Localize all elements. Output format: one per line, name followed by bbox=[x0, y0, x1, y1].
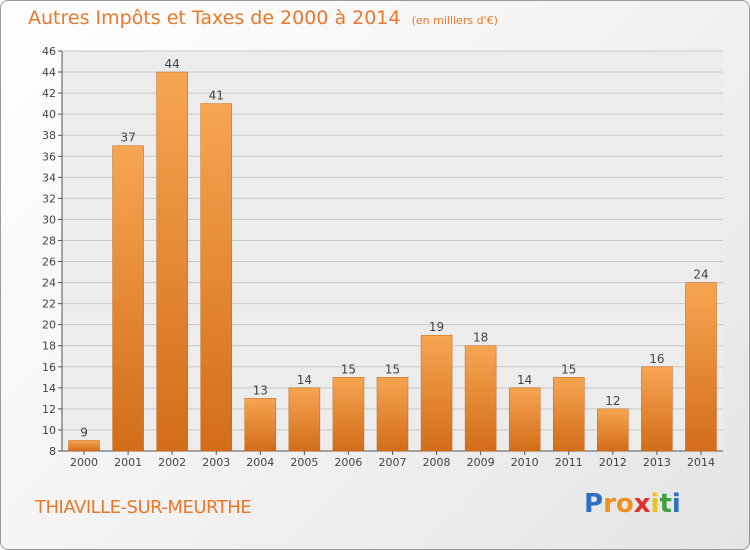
x-tick-label: 2009 bbox=[467, 456, 495, 469]
x-tick-label: 2001 bbox=[114, 456, 142, 469]
logo-letter: i bbox=[650, 489, 660, 519]
y-tick-label: 34 bbox=[42, 171, 56, 184]
x-tick-label: 2003 bbox=[202, 456, 230, 469]
y-tick-label: 8 bbox=[49, 445, 56, 458]
bar bbox=[420, 334, 453, 452]
y-tick-label: 18 bbox=[42, 340, 56, 353]
x-tick-label: 2002 bbox=[158, 456, 186, 469]
bar-value-label: 15 bbox=[385, 362, 400, 376]
bar-value-label: 41 bbox=[209, 89, 224, 103]
y-tick-label: 14 bbox=[42, 382, 56, 395]
y-tick-label: 40 bbox=[42, 108, 56, 121]
y-tick-label: 22 bbox=[42, 298, 56, 311]
bar bbox=[508, 387, 541, 452]
bar bbox=[597, 408, 629, 452]
bar bbox=[244, 398, 277, 452]
y-tick-label: 26 bbox=[42, 256, 56, 269]
y-tick-label: 38 bbox=[42, 129, 56, 142]
bar-value-label: 14 bbox=[517, 373, 532, 387]
y-tick-label: 20 bbox=[42, 319, 56, 332]
bar bbox=[464, 345, 497, 452]
x-tick-label: 2014 bbox=[687, 456, 715, 469]
x-tick-label: 2008 bbox=[423, 456, 451, 469]
bar bbox=[376, 377, 409, 452]
y-tick-label: 16 bbox=[42, 361, 56, 374]
title-row: Autres Impôts et Taxes de 2000 à 2014 (e… bbox=[28, 7, 498, 29]
bar-value-label: 37 bbox=[120, 131, 135, 145]
chart-title: Autres Impôts et Taxes de 2000 à 2014 bbox=[28, 7, 401, 29]
bar-value-label: 44 bbox=[165, 57, 180, 71]
bar bbox=[200, 103, 232, 452]
x-tick-label: 2010 bbox=[511, 456, 539, 469]
y-tick-label: 44 bbox=[42, 66, 56, 79]
chart-subtitle: (en milliers d'€) bbox=[411, 14, 498, 27]
bar-value-label: 24 bbox=[693, 268, 708, 282]
y-tick-label: 46 bbox=[42, 45, 56, 58]
y-tick-label: 30 bbox=[42, 213, 56, 226]
logo-letter: o bbox=[615, 489, 634, 519]
logo-letter: x bbox=[633, 489, 651, 519]
x-tick-label: 2006 bbox=[334, 456, 362, 469]
bar bbox=[332, 377, 365, 452]
bar-value-label: 9 bbox=[80, 425, 88, 439]
logo-letter: r bbox=[603, 489, 616, 519]
bar-value-label: 18 bbox=[473, 331, 488, 345]
x-tick-label: 2000 bbox=[70, 456, 98, 469]
y-tick-label: 10 bbox=[42, 424, 56, 437]
bar bbox=[553, 377, 585, 452]
logo-letter: i bbox=[671, 489, 681, 519]
bar-value-label: 16 bbox=[649, 352, 664, 366]
bar-value-label: 14 bbox=[297, 373, 312, 387]
y-tick-label: 12 bbox=[42, 403, 56, 416]
bar bbox=[288, 387, 321, 452]
proxiti-logo: Proxiti bbox=[584, 489, 681, 519]
x-tick-label: 2013 bbox=[643, 456, 671, 469]
bar bbox=[112, 145, 144, 452]
y-tick-label: 24 bbox=[42, 277, 56, 290]
logo-letter: t bbox=[659, 489, 672, 519]
x-tick-label: 2007 bbox=[379, 456, 407, 469]
bar bbox=[685, 282, 717, 452]
x-tick-label: 2011 bbox=[555, 456, 583, 469]
bar-value-label: 15 bbox=[341, 362, 356, 376]
bar-value-label: 13 bbox=[253, 383, 268, 397]
bar-value-label: 19 bbox=[429, 320, 444, 334]
y-tick-label: 42 bbox=[42, 87, 56, 100]
x-tick-label: 2004 bbox=[246, 456, 274, 469]
commune-name: THIAVILLE-SUR-MEURTHE bbox=[35, 497, 252, 518]
y-tick-label: 36 bbox=[42, 150, 56, 163]
y-tick-label: 28 bbox=[42, 234, 56, 247]
x-tick-label: 2005 bbox=[290, 456, 318, 469]
bar bbox=[68, 440, 100, 452]
bar-value-label: 15 bbox=[561, 362, 576, 376]
x-tick-label: 2012 bbox=[599, 456, 627, 469]
y-tick-label: 32 bbox=[42, 192, 56, 205]
bar bbox=[156, 71, 188, 452]
bar-value-label: 12 bbox=[605, 394, 620, 408]
bar bbox=[641, 366, 673, 452]
logo-letter: P bbox=[584, 489, 604, 519]
